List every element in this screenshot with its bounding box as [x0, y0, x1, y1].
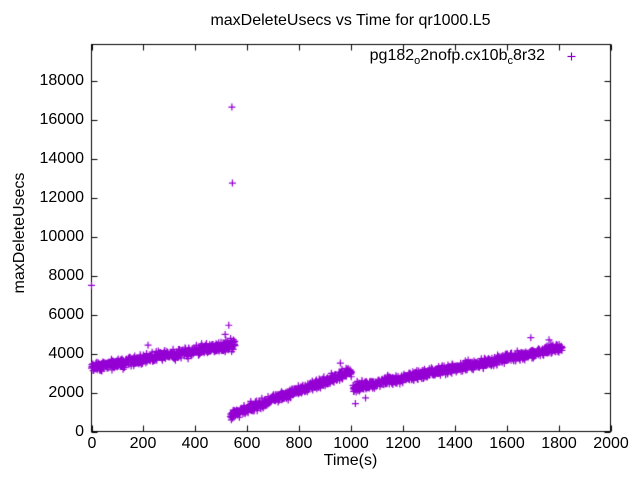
y-tick-label: 6000	[48, 306, 84, 323]
legend-plus-marker-icon	[567, 52, 576, 60]
y-tick-label: 12000	[39, 189, 85, 206]
x-tick-label: 1000	[333, 435, 369, 452]
x-tick-label: 0	[87, 435, 97, 452]
y-tick-label: 8000	[48, 267, 84, 284]
x-axis-label: Time(s)	[323, 452, 378, 469]
legend-series-label: pg182o2nofp.cx10bc8r32	[369, 47, 545, 67]
x-tick-label: 1200	[385, 435, 421, 452]
chart-title: maxDeleteUsecs vs Time for qr1000.L5	[210, 12, 491, 29]
y-tick-label: 10000	[39, 228, 85, 245]
legend-label-part: 2nofp.cx10b	[420, 47, 508, 64]
legend-label-subscript: o	[414, 55, 421, 67]
x-tick-label: 2000	[593, 435, 629, 452]
x-tick-label: 200	[129, 435, 157, 452]
y-tick-label: 4000	[48, 345, 84, 362]
y-tick-label: 2000	[48, 384, 84, 401]
x-tick-label: 1800	[541, 435, 577, 452]
x-tick-label: 1400	[437, 435, 473, 452]
legend-label-subscript: c	[507, 55, 513, 67]
legend-label-part: pg182	[369, 47, 415, 64]
y-tick-label: 14000	[39, 150, 85, 167]
legend-label-part: 8r32	[512, 47, 545, 64]
y-tick-label: 16000	[39, 111, 85, 128]
y-tick-label: 18000	[39, 72, 85, 89]
legend: pg182o2nofp.cx10bc8r32	[91, 46, 610, 67]
y-tick-label: 0	[75, 423, 84, 440]
x-tick-label: 600	[233, 435, 261, 452]
x-tick-label: 1600	[489, 435, 525, 452]
x-tick-label: 400	[181, 435, 209, 452]
x-tick-label: 800	[285, 435, 313, 452]
